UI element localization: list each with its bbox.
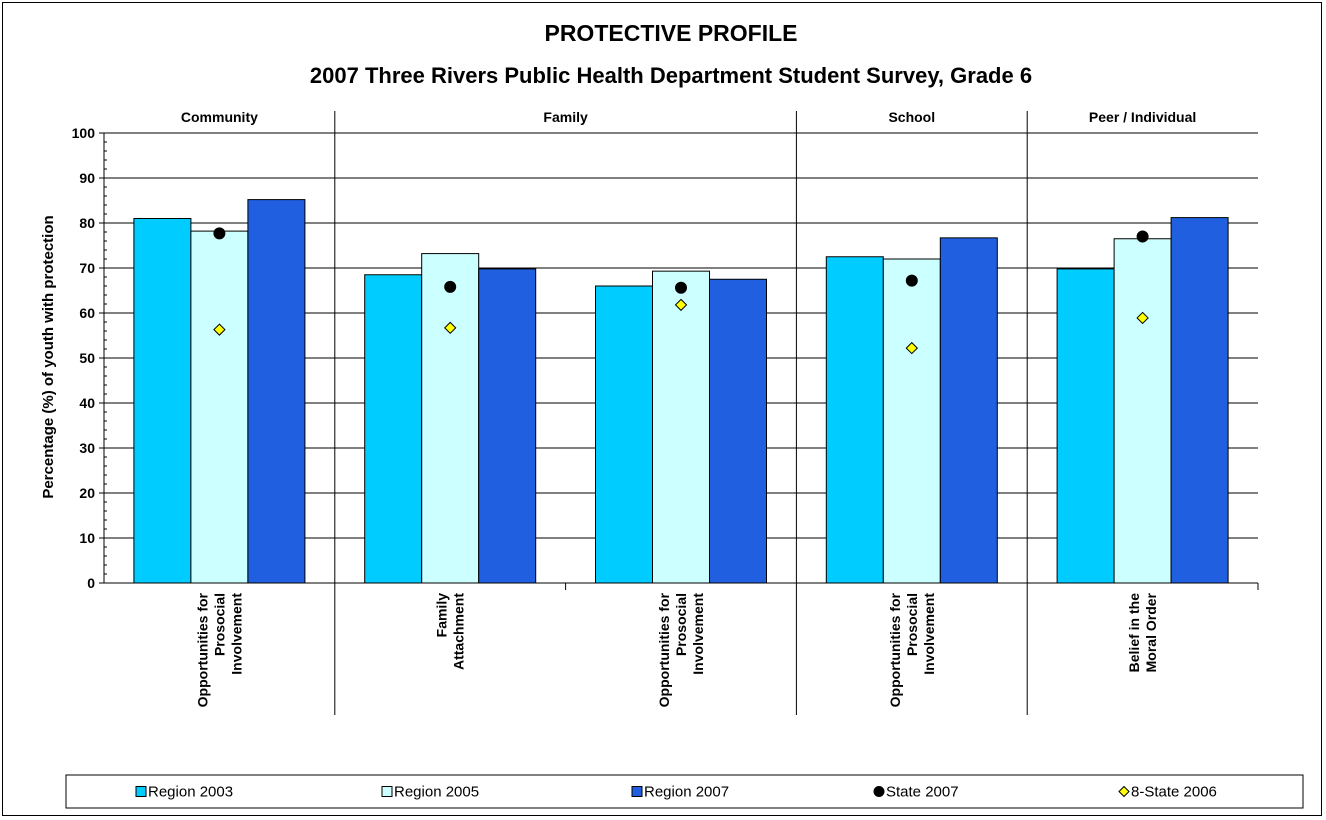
y-tick-label: 80 <box>79 215 95 231</box>
category-label: Opportunities for Prosocial Involvement <box>656 592 706 707</box>
marker-8-state-2006 <box>905 341 919 355</box>
bar-region-2003 <box>595 285 653 584</box>
bar-region-2007 <box>939 237 998 584</box>
category-label-line: Prosocial <box>211 593 227 656</box>
category-label-line: Moral Order <box>1143 592 1159 672</box>
category-label-line: Prosocial <box>904 593 920 656</box>
section-label: School <box>888 109 935 125</box>
category-label-line: Involvement <box>228 593 244 675</box>
legend-label: Region 2005 <box>394 784 479 801</box>
bar-region-2005 <box>652 270 710 584</box>
y-tick-label: 20 <box>79 485 95 501</box>
bar-region-2007 <box>709 278 767 584</box>
y-tick-label: 10 <box>79 530 95 546</box>
marker-state-2007 <box>675 281 687 294</box>
legend-label: Region 2007 <box>644 784 729 801</box>
legend-swatch <box>381 786 393 797</box>
marker-state-2007 <box>213 227 226 240</box>
bar-region-2003 <box>1056 268 1115 584</box>
category-label-line: Opportunities for <box>194 592 210 707</box>
markers <box>213 227 1149 355</box>
legend-label: Region 2003 <box>148 784 233 801</box>
category-label-line: Belief in the <box>1126 593 1142 673</box>
category-label: Opportunities for Prosocial Involvement <box>194 592 244 707</box>
bar-region-2005 <box>190 230 249 584</box>
category-label-line: Opportunities for <box>887 592 903 707</box>
legend-box <box>65 774 1304 809</box>
bar-region-2003 <box>133 218 192 584</box>
category-label-line: Involvement <box>921 593 937 675</box>
bar-region-2007 <box>247 199 306 584</box>
category-label-line: Involvement <box>690 593 706 675</box>
bar-region-2003 <box>364 274 423 584</box>
legend-swatch <box>1118 785 1130 798</box>
legend-swatch <box>631 786 643 797</box>
y-axis-label: Percentage (%) of youth with protection <box>40 215 57 498</box>
section-label: Community <box>181 109 258 125</box>
marker-8-state-2006 <box>674 298 688 312</box>
category-label-line: Opportunities for <box>656 592 672 707</box>
bar-region-2005 <box>1113 238 1172 584</box>
bars <box>133 199 1229 584</box>
protective-profile-chart: PROTECTIVE PROFILE 2007 Three Rivers Pub… <box>40 20 1304 809</box>
marker-state-2007 <box>444 280 457 293</box>
category-label: Family Attachment <box>434 593 467 670</box>
marker-8-state-2006 <box>443 321 457 335</box>
y-tick-label: 70 <box>79 260 95 276</box>
y-tick-label: 60 <box>79 305 95 321</box>
bar-region-2007 <box>478 268 537 584</box>
marker-8-state-2006 <box>213 323 226 336</box>
section-label: Peer / Individual <box>1089 109 1196 125</box>
marker-state-2007 <box>1136 230 1149 243</box>
legend-swatch <box>135 786 147 797</box>
y-tick-label: 50 <box>79 350 95 366</box>
y-tick-label: 0 <box>87 575 95 591</box>
bar-region-2003 <box>825 256 884 584</box>
bar-region-2005 <box>882 258 941 584</box>
category-labels: Opportunities for Prosocial Involvement Fam… <box>194 592 1159 707</box>
legend-swatch <box>873 786 885 797</box>
marker-state-2007 <box>905 274 918 287</box>
marker-8-state-2006 <box>1136 311 1149 325</box>
chart-subtitle: 2007 Three Rivers Public Health Departme… <box>310 63 1032 88</box>
y-tick-label: 30 <box>79 440 95 456</box>
y-tick-labels: 0 10 20 30 40 50 60 70 80 90 100 <box>72 125 96 591</box>
axes <box>99 111 1259 715</box>
category-label-line: Prosocial <box>673 593 689 656</box>
chart-title: PROTECTIVE PROFILE <box>544 20 797 46</box>
bar-region-2005 <box>421 253 480 584</box>
y-tick-label: 90 <box>79 170 95 186</box>
category-label-line: Family <box>434 593 450 638</box>
category-label: Belief in the Moral Order <box>1126 592 1159 672</box>
y-tick-label: 40 <box>79 395 95 411</box>
legend: Region 2003 Region 2005 Region 2007 State 2… <box>65 774 1304 809</box>
legend-label: State 2007 <box>886 784 959 801</box>
legend-label: 8-State 2006 <box>1131 784 1217 801</box>
section-labels: Community Family School Peer / Individual <box>181 109 1196 125</box>
category-label: Opportunities for Prosocial Involvement <box>887 592 937 707</box>
bar-region-2007 <box>1170 217 1229 584</box>
section-label: Family <box>543 109 588 125</box>
y-tick-label: 100 <box>72 125 96 141</box>
category-label-line: Attachment <box>451 593 467 670</box>
